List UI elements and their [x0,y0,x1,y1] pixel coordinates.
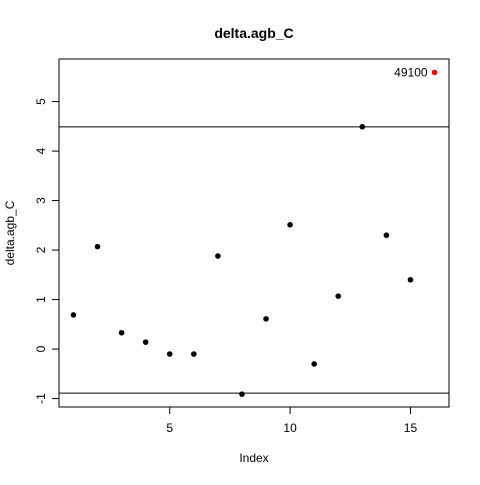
chart-title: delta.agb_C [214,25,293,41]
y-tick-label: 4 [34,147,48,154]
data-point [383,232,390,239]
data-point [287,222,293,228]
data-point [70,312,77,318]
x-tick-label: 15 [404,421,418,435]
point-annotation-label: 49100 [394,65,428,79]
y-tick-label: 5 [34,98,48,105]
data-point [191,351,197,357]
y-tick-label: 3 [34,197,48,204]
reference-lines [59,126,449,394]
data-point [263,316,269,322]
x-axis-label: Index [239,451,268,465]
data-point [166,351,173,357]
data-point [142,339,149,345]
data-point [215,253,221,259]
data-points: 49100 [70,65,438,397]
data-point [239,391,245,397]
x-tick-label: 10 [283,421,297,435]
y-axis-label: delta.agb_C [3,200,17,265]
data-point [94,243,101,250]
data-point [118,329,125,336]
y-tick-label: -1 [34,393,48,404]
plot-frame [58,58,450,408]
x-tick-label: 5 [166,421,173,435]
data-point [407,276,414,283]
y-tick-label: 2 [34,246,48,253]
data-point [311,361,317,367]
y-tick-label: 1 [34,296,48,303]
y-tick-label: 0 [34,345,48,352]
data-point [359,124,366,130]
highlighted-data-point [431,69,438,76]
data-point [335,293,342,299]
axes: 5 10 15 -1 0 1 2 3 4 5 [34,58,450,435]
